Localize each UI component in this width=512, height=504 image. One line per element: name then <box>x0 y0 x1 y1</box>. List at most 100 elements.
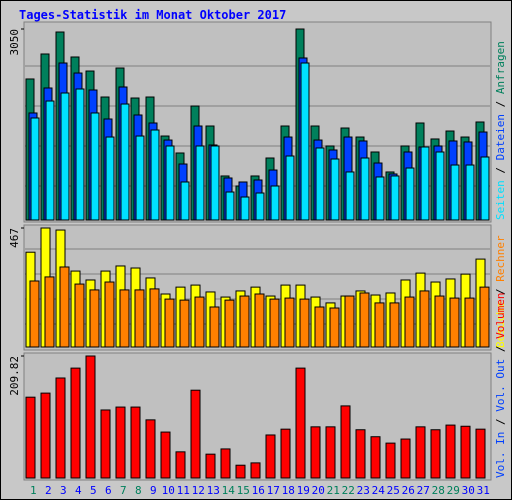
bar <box>430 429 441 479</box>
bar <box>464 297 475 348</box>
bar <box>315 147 325 221</box>
bar <box>400 438 411 479</box>
x-tick-label: 27 <box>417 484 430 497</box>
bar <box>404 296 415 348</box>
bar <box>60 92 70 221</box>
x-tick-label: 4 <box>75 484 82 497</box>
bar <box>405 167 415 221</box>
x-tick-label: 8 <box>135 484 142 497</box>
x-tick-label: 6 <box>105 484 112 497</box>
bar <box>460 425 471 479</box>
x-tick-label: 17 <box>267 484 280 497</box>
x-tick-label: 26 <box>402 484 415 497</box>
bar <box>359 292 370 348</box>
bar <box>284 297 295 348</box>
bar <box>225 191 235 221</box>
bar <box>280 428 291 479</box>
bar <box>415 426 426 479</box>
legend-separator: / <box>494 412 507 432</box>
bar <box>285 155 295 221</box>
bar <box>434 295 445 348</box>
x-tick-label: 31 <box>477 484 490 497</box>
bar <box>480 156 490 221</box>
bar <box>254 293 265 348</box>
x-tick-label: 29 <box>447 484 460 497</box>
legend-entry: Vol. Out <box>494 359 507 412</box>
bar <box>374 302 385 348</box>
bar <box>180 181 190 221</box>
bar <box>119 289 130 348</box>
bar <box>160 431 171 479</box>
bar <box>450 164 460 221</box>
bar <box>59 266 70 348</box>
bar <box>360 157 370 221</box>
bar <box>465 164 475 221</box>
x-tick-label: 25 <box>387 484 400 497</box>
bar <box>240 196 250 221</box>
bar <box>100 409 111 479</box>
bar <box>340 405 351 479</box>
x-tick-label: 11 <box>177 484 190 497</box>
x-tick-label: 28 <box>432 484 445 497</box>
bar <box>445 424 456 479</box>
bar <box>40 392 51 479</box>
legend-separator: / <box>494 94 507 114</box>
x-tick-label: 16 <box>252 484 265 497</box>
x-tick-label: 23 <box>357 484 370 497</box>
bar <box>270 185 280 221</box>
x-tick-label: 12 <box>192 484 205 497</box>
legend-entry: Besuche <box>494 302 507 348</box>
legend-separator: / <box>494 282 507 302</box>
bar <box>145 419 156 479</box>
bar <box>300 62 310 221</box>
legend-entry: Seiten <box>494 180 507 220</box>
x-tick-label: 14 <box>222 484 236 497</box>
bar <box>89 289 100 348</box>
legend-entry: Rechner <box>494 235 507 282</box>
bar <box>45 100 55 221</box>
bar <box>149 288 160 348</box>
x-tick-label: 13 <box>207 484 220 497</box>
legend: Besuche / Rechner <box>494 235 507 348</box>
x-tick-label: 2 <box>45 484 52 497</box>
bar <box>75 88 85 221</box>
bar <box>235 464 246 479</box>
bar <box>239 295 250 348</box>
x-tick-label: 15 <box>237 484 250 497</box>
bar <box>329 307 340 348</box>
x-tick-label: 19 <box>297 484 310 497</box>
bar <box>344 295 355 348</box>
bar <box>370 436 381 479</box>
bar <box>74 283 85 348</box>
x-tick-label: 21 <box>327 484 340 497</box>
legend-separator: / <box>494 339 507 359</box>
bar <box>385 442 396 479</box>
bar <box>269 298 280 348</box>
bar <box>389 302 400 348</box>
bar <box>449 297 460 348</box>
bar <box>44 276 55 348</box>
x-tick-label: 5 <box>90 484 97 497</box>
bar <box>375 176 385 221</box>
bar <box>345 171 355 221</box>
x-tick-label: 22 <box>342 484 355 497</box>
legend: Seiten / Dateien / Anfragen <box>494 41 507 220</box>
bar <box>134 289 145 348</box>
bar <box>310 426 321 479</box>
legend-entry: Volumen <box>494 293 507 339</box>
bar <box>190 389 201 479</box>
bar <box>479 286 490 348</box>
bar <box>220 448 231 479</box>
legend: Vol. In / Vol. Out / Volumen <box>494 293 507 478</box>
bar <box>115 406 126 479</box>
x-tick-label: 30 <box>462 484 475 497</box>
bar <box>209 306 220 348</box>
legend-entry: Anfragen <box>494 41 507 94</box>
bar <box>120 103 130 221</box>
bar <box>105 136 115 221</box>
bar <box>435 151 445 221</box>
bar <box>390 175 400 221</box>
bar <box>255 192 265 221</box>
bar <box>210 145 220 221</box>
